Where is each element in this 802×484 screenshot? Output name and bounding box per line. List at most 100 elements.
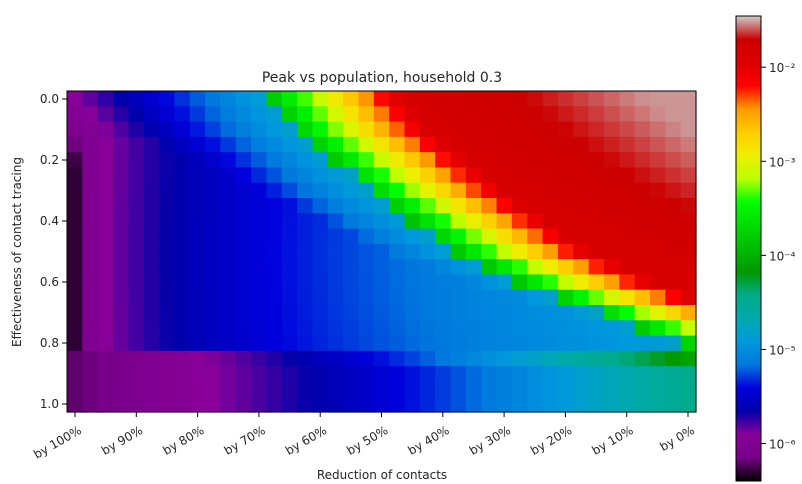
heatmap-cell xyxy=(97,91,114,107)
colorbar xyxy=(735,15,762,482)
heatmap-cell xyxy=(481,106,498,123)
heatmap-cell xyxy=(680,228,697,245)
heatmap-cell xyxy=(404,259,421,276)
heatmap-cell xyxy=(419,121,436,138)
heatmap-cell xyxy=(235,274,252,291)
heatmap-cell xyxy=(297,350,314,367)
heatmap-cell xyxy=(327,289,344,306)
heatmap-cell xyxy=(404,106,421,123)
heatmap-cell xyxy=(174,213,191,230)
heatmap-cell xyxy=(113,274,129,291)
heatmap-cell xyxy=(327,350,344,367)
heatmap-cell xyxy=(143,259,160,276)
heatmap-cell xyxy=(511,396,528,413)
heatmap-cell xyxy=(143,396,160,413)
heatmap-cell xyxy=(557,121,574,138)
heatmap-cell xyxy=(573,305,590,321)
heatmap-cell xyxy=(128,274,145,291)
heatmap-cell xyxy=(450,259,467,276)
heatmap-cell xyxy=(312,381,329,398)
y-tick-label: 1.0 xyxy=(40,397,59,411)
heatmap-cell xyxy=(450,335,467,352)
heatmap-cell xyxy=(297,198,314,214)
heatmap-cell xyxy=(603,381,620,398)
heatmap-cell xyxy=(143,182,160,199)
heatmap-cell xyxy=(143,320,160,337)
heatmap-cell xyxy=(450,228,467,245)
heatmap-cell xyxy=(312,243,329,260)
heatmap-cell xyxy=(588,152,605,169)
heatmap-cell xyxy=(634,289,651,306)
heatmap-cell xyxy=(113,152,129,169)
heatmap-cell xyxy=(496,106,513,123)
heatmap-cell xyxy=(143,289,160,306)
heatmap-cell xyxy=(680,136,697,153)
heatmap-cell xyxy=(82,198,99,214)
heatmap-cell xyxy=(174,305,191,321)
heatmap-cell xyxy=(358,121,375,138)
heatmap-cell xyxy=(97,106,114,123)
heatmap-cell xyxy=(450,396,467,413)
heatmap-cell xyxy=(404,320,421,337)
heatmap-cell xyxy=(496,121,513,138)
heatmap-cell xyxy=(205,91,222,107)
heatmap-cell xyxy=(220,213,237,230)
heatmap-cell xyxy=(496,136,513,153)
y-axis-ticks: 0.0 0.2 0.4 0.6 0.8 1.0 xyxy=(40,92,67,411)
heatmap-cell xyxy=(373,106,390,123)
heatmap-cell xyxy=(557,91,574,107)
heatmap-cell xyxy=(435,289,452,306)
heatmap-cell xyxy=(557,198,574,214)
heatmap-cell xyxy=(634,381,651,398)
x-tick-label: by 30% xyxy=(467,423,513,458)
heatmap-cell xyxy=(649,289,666,306)
heatmap-cell xyxy=(680,152,697,169)
heatmap-cell xyxy=(189,213,206,230)
x-axis-label: Reduction of contacts xyxy=(317,468,447,482)
heatmap-cell xyxy=(266,152,283,169)
heatmap-cell xyxy=(404,121,421,138)
heatmap-cell xyxy=(450,167,467,184)
heatmap-cell xyxy=(220,198,237,214)
heatmap-cell xyxy=(67,335,83,352)
heatmap-cell xyxy=(251,396,268,413)
heatmap-cell xyxy=(680,335,697,352)
heatmap-cell xyxy=(511,198,528,214)
heatmap-cell xyxy=(665,106,682,123)
heatmap-cell xyxy=(297,366,314,383)
heatmap-cell xyxy=(235,213,252,230)
heatmap-cell xyxy=(343,274,360,291)
heatmap-cell xyxy=(404,198,421,214)
heatmap-cell xyxy=(419,213,436,230)
heatmap-cell xyxy=(128,259,145,276)
heatmap-cell xyxy=(373,167,390,184)
heatmap-cell xyxy=(343,228,360,245)
heatmap-cell xyxy=(465,259,482,276)
heatmap-cell xyxy=(435,259,452,276)
heatmap-cell xyxy=(603,152,620,169)
heatmap-cell xyxy=(588,121,605,138)
heatmap-cell xyxy=(680,274,697,291)
heatmap-cell xyxy=(665,243,682,260)
heatmap-cell xyxy=(343,136,360,153)
heatmap-cell xyxy=(220,106,237,123)
heatmap-cell xyxy=(527,259,544,276)
heatmap-cell xyxy=(97,396,114,413)
heatmap-cell xyxy=(542,182,559,199)
heatmap-cell xyxy=(97,259,114,276)
heatmap-cell xyxy=(588,91,605,107)
heatmap-cell xyxy=(557,366,574,383)
heatmap-cell xyxy=(251,259,268,276)
heatmap-cell xyxy=(603,274,620,291)
heatmap-cell xyxy=(573,198,590,214)
heatmap-cell xyxy=(603,121,620,138)
heatmap-cell xyxy=(389,121,406,138)
heatmap-cell xyxy=(373,243,390,260)
heatmap-cell xyxy=(465,152,482,169)
heatmap-cell xyxy=(465,136,482,153)
heatmap-cell xyxy=(649,198,666,214)
heatmap-cell xyxy=(67,167,83,184)
heatmap-cell xyxy=(128,305,145,321)
heatmap-cell xyxy=(573,106,590,123)
heatmap-cell xyxy=(358,289,375,306)
